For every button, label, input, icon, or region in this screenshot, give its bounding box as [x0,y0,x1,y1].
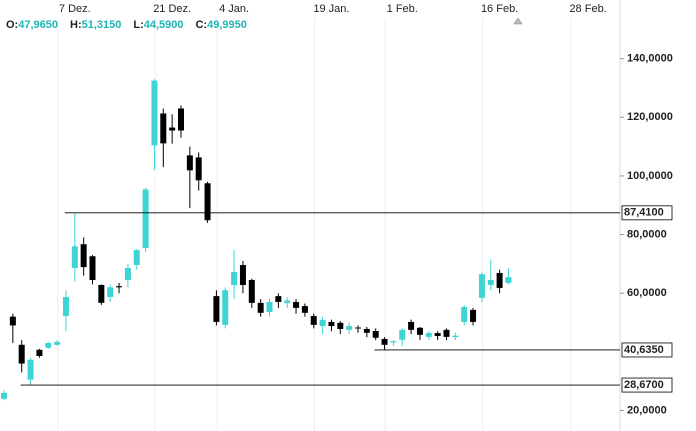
candle-body [266,301,273,312]
candle-body [470,309,477,322]
level-label-box [621,377,673,393]
y-tick-label: 140,0000 [627,53,673,65]
candle-body [275,296,282,302]
y-tick-label: 60,0000 [627,287,667,299]
candle-body [284,300,291,304]
candle-body [89,256,96,281]
candle-body [496,272,503,288]
candle-body [293,301,300,308]
x-tick-label: 28 Feb. [569,3,606,15]
candle-body [133,250,140,266]
x-tick-label: 1 Feb. [387,3,418,15]
candle-body [124,267,131,281]
candle-body [248,280,255,303]
candle-body [54,341,61,345]
candle-body [408,321,415,330]
candle-body [452,335,459,338]
y-tick-label: 80,0000 [627,228,667,240]
readout-label: O: [6,19,18,31]
candle-body [434,333,441,337]
candle-body [363,328,370,333]
level-label-box [621,342,673,358]
candle-body [443,329,450,337]
candle-body [328,321,335,327]
readout-label: L: [133,19,143,31]
candle-body [505,277,512,283]
candle-body [116,286,123,288]
candle-body [231,272,238,285]
candle-body [71,246,78,268]
candle-body [478,274,485,298]
candle-body [142,189,149,249]
level-label-box [621,205,673,221]
candle-body [18,344,25,364]
candle-body [160,113,167,144]
readout-value: 44,5900 [144,19,184,31]
candle-body [169,127,176,131]
readout-value: 47,9650 [18,19,58,31]
candle-body [178,108,184,131]
candle-body [399,329,406,340]
candle-body [36,349,43,356]
y-tick-label: 20,0000 [627,404,667,416]
x-tick-label: 19 Jan. [313,3,349,15]
candle-body [390,341,397,343]
level-label: 40,6350 [624,344,664,356]
candle-body [487,280,494,285]
candle-body [337,322,344,329]
x-tick-label: 4 Jan. [219,3,249,15]
candle-body [239,265,246,285]
readout-label: H: [70,19,82,31]
candle-body [186,155,193,171]
y-tick-label: 120,0000 [627,111,673,123]
candle-body [416,327,423,335]
candle-body [195,157,202,181]
candle-body [204,183,211,221]
readout-value: 49,9950 [207,19,247,31]
candle-body [310,316,317,325]
candle-body [372,331,379,338]
candle-body [1,392,7,399]
candle-body [80,244,87,268]
candle-body [346,326,353,330]
candle-body [257,302,264,313]
candle-body [425,333,432,337]
candle-body [319,319,326,327]
readout-label: C: [196,19,208,31]
level-label: 87,4100 [624,207,664,219]
candle-body [151,80,158,146]
candle-body [27,359,34,380]
candle-body [62,297,69,317]
candle-body [213,296,220,322]
marker-icon[interactable] [513,17,523,25]
ohlc-readout: O:47,9650 H:51,3150 L:44,5900 C:49,9950 [6,19,247,31]
candle-body [9,316,16,326]
candle-body [222,290,229,325]
y-tick-label: 100,0000 [627,170,673,182]
candle-body [98,284,105,303]
candle-body [355,327,361,329]
x-tick-label: 7 Dez. [59,3,91,15]
candle-body [301,306,308,313]
candle-body [45,343,52,348]
candle-body [107,287,114,298]
level-label: 28,6700 [624,379,664,391]
candle-body [461,306,468,322]
readout-value: 51,3150 [82,19,122,31]
x-tick-label: 21 Dez. [153,3,191,15]
candle-body [381,338,388,345]
x-tick-label: 16 Feb. [481,3,518,15]
